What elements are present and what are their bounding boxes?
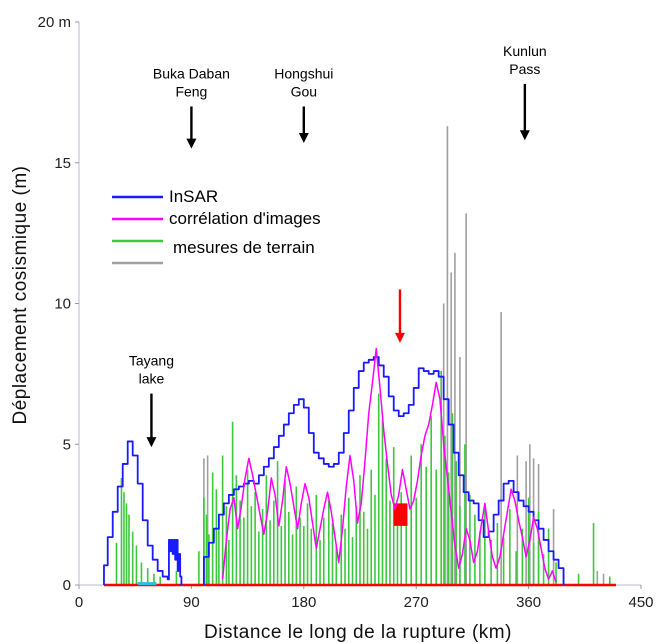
y-tick-label: 5 [63, 436, 71, 453]
annotations: Buka Daban Feng Hongshui Gou Kunlun Pass Tayan… [129, 43, 547, 448]
plot-area [103, 126, 617, 587]
legend: InSAR corrélation d'images mesures de terr… [112, 187, 321, 265]
series-insar [202, 356, 565, 585]
series-insar [103, 440, 183, 585]
annotation-label: Kunlun [503, 43, 547, 59]
y-tick-label: 20 m [38, 14, 71, 31]
annotation-arrow-head [186, 138, 197, 149]
x-tick-label: 360 [516, 594, 541, 611]
x-axis-title: Distance le long de la rupture (km) [204, 622, 512, 643]
annotation-arrow-head [394, 332, 405, 343]
annotation-label: lake [139, 371, 165, 387]
x-tick-label: 0 [75, 594, 83, 611]
x-tick-label: 270 [404, 594, 429, 611]
annotation-arrow-head [298, 133, 309, 144]
legend-entry-insar: InSAR [169, 187, 218, 206]
annotation-label: Tayang [129, 353, 174, 369]
series-image-correlation [221, 347, 557, 583]
red-marker-block [393, 503, 408, 526]
annotation-label: Gou [291, 83, 317, 99]
axes: 0 90 180 270 360 450 0 5 10 15 20 m [38, 14, 654, 611]
legend-entry-field: mesures de terrain [173, 238, 315, 257]
annotation-label: Hongshui [274, 65, 333, 81]
x-tick-label: 180 [291, 594, 316, 611]
annotation-label: Pass [509, 61, 540, 77]
y-axis-title: Déplacement cosismique (m) [10, 165, 31, 424]
annotation-label: Feng [175, 83, 207, 99]
y-tick-label: 15 [54, 155, 71, 172]
annotation-arrow-head [519, 130, 530, 141]
x-tick-label: 450 [628, 594, 653, 611]
legend-entry-image-correlation: corrélation d'images [169, 209, 321, 228]
y-tick-label: 10 [54, 296, 71, 313]
y-tick-label: 0 [63, 577, 71, 594]
annotation-arrow-head [146, 437, 157, 448]
x-tick-label: 90 [183, 594, 200, 611]
annotation-label: Buka Daban [153, 65, 230, 81]
